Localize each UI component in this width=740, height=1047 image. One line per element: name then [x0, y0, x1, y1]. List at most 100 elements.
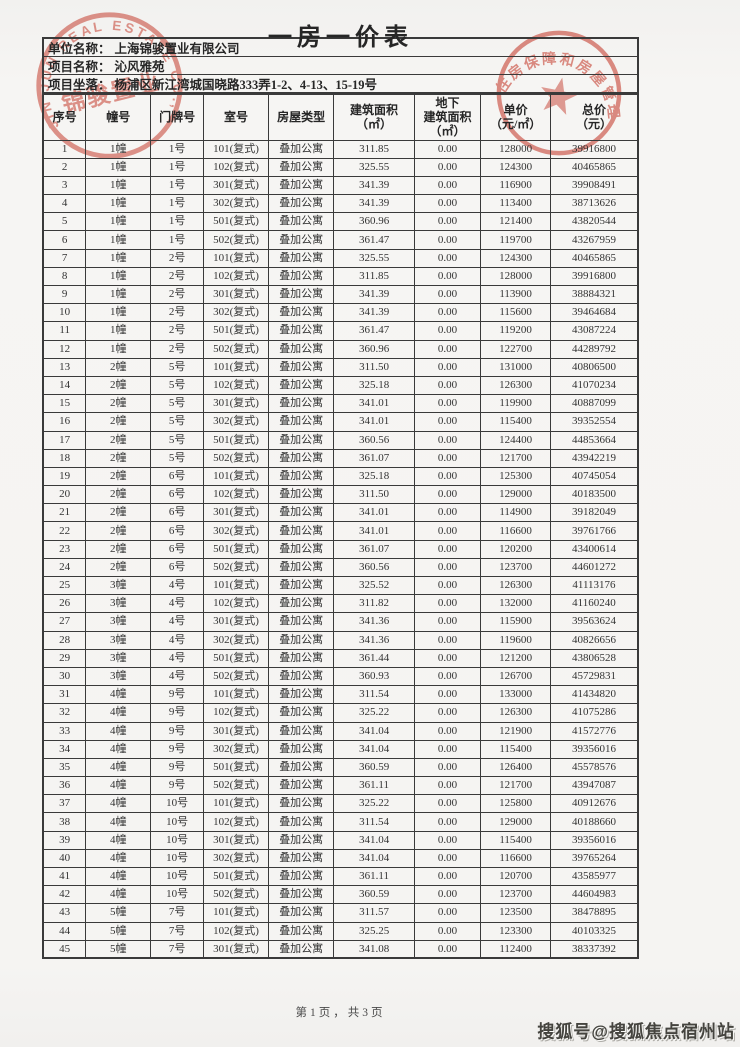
- table-cell: 1幢: [85, 266, 152, 287]
- table-cell: 2: [42, 157, 87, 177]
- table-row: 1 1幢 1号 101(复式) 叠加公寓 311.85 0.00 128000 39916800: [42, 139, 639, 159]
- table-cell: 112400: [480, 939, 551, 959]
- table-row: 7 1幢 2号 101(复式) 叠加公寓 325.55 0.00 124300 40465865: [42, 248, 639, 268]
- table-row: 4 1幢 1号 302(复式) 叠加公寓 341.39 0.00 113400 38713626: [42, 194, 639, 214]
- table-cell: 0.00: [413, 212, 482, 232]
- table-cell: 301(复式): [203, 612, 269, 632]
- table-cell: 叠加公寓: [267, 685, 335, 705]
- table-cell: 502(复式): [203, 448, 269, 468]
- table-cell: 30: [42, 666, 87, 687]
- table-row: 10 1幢 2号 302(复式) 叠加公寓 341.39 0.00 115600 3946468…: [42, 303, 639, 323]
- table-cell: 132000: [480, 594, 551, 614]
- table-cell: 361.11: [333, 866, 415, 887]
- table-row: 5 1幢 1号 501(复式) 叠加公寓 360.96 0.00 121400 43820544: [42, 212, 639, 232]
- table-cell: 0.00: [413, 375, 482, 396]
- table-cell: 302(复式): [203, 630, 269, 650]
- table-cell: 叠加公寓: [267, 412, 335, 432]
- table-cell: 10号: [150, 848, 205, 869]
- table-row: 34 4幢 9号 302(复式) 叠加公寓 341.04 0.00 115400 3935601…: [42, 739, 639, 759]
- table-cell: 341.39: [333, 194, 415, 214]
- column-header-cell: 门牌号: [150, 93, 205, 141]
- table-cell: 33: [42, 721, 87, 741]
- table-cell: 叠加公寓: [267, 594, 335, 614]
- table-cell: 302(复式): [203, 303, 269, 323]
- table-cell: 叠加公寓: [267, 794, 335, 814]
- table-cell: 叠加公寓: [267, 830, 335, 850]
- table-cell: 4幢: [85, 739, 152, 759]
- table-cell: 115900: [480, 612, 551, 632]
- table-cell: 5幢: [85, 903, 152, 923]
- table-row: 33 4幢 9号 301(复式) 叠加公寓 341.04 0.00 121900 4157277…: [42, 721, 639, 741]
- table-cell: 39182049: [549, 503, 639, 523]
- table-cell: 10号: [150, 866, 205, 887]
- table-cell: 0.00: [413, 794, 482, 814]
- table-cell: 301(复式): [203, 284, 269, 305]
- table-cell: 0.00: [413, 685, 482, 705]
- table-cell: 0.00: [413, 448, 482, 468]
- table-cell: 121700: [480, 776, 551, 796]
- table-cell: 4号: [150, 612, 205, 632]
- table-row: 26 3幢 4号 102(复式) 叠加公寓 311.82 0.00 132000 4116024…: [42, 594, 639, 614]
- table-cell: 113400: [480, 194, 551, 214]
- table-cell: 302(复式): [203, 412, 269, 432]
- table-cell: 5号: [150, 448, 205, 468]
- table-cell: 502(复式): [203, 776, 269, 796]
- table-cell: 7号: [150, 903, 205, 923]
- table-cell: 1号: [150, 212, 205, 232]
- table-cell: 301(复式): [203, 939, 269, 959]
- table-cell: 119700: [480, 230, 551, 250]
- table-cell: 123300: [480, 921, 551, 941]
- table-cell: 0.00: [413, 903, 482, 923]
- table-row: 11 1幢 2号 501(复式) 叠加公寓 361.47 0.00 119200 4308722…: [42, 321, 639, 341]
- price-table: 序号 幢号 门牌号 室号 房屋类型 建筑面积（㎡） 地下 建筑面积 （㎡） 单价 （元/㎡） 总价 （元…: [42, 93, 639, 960]
- table-cell: 2号: [150, 266, 205, 287]
- price-table-head-row: 序号 幢号 门牌号 室号 房屋类型 建筑面积（㎡） 地下 建筑面积 （㎡） 单价 （元/㎡） 总价 （元…: [42, 93, 639, 141]
- table-cell: 360.96: [333, 212, 415, 232]
- table-cell: 0.00: [413, 303, 482, 323]
- table-cell: 4幢: [85, 703, 152, 723]
- table-cell: 3幢: [85, 648, 152, 668]
- table-cell: 5幢: [85, 939, 152, 959]
- table-cell: 2幢: [85, 394, 152, 414]
- table-cell: 2号: [150, 284, 205, 305]
- table-cell: 120200: [480, 539, 551, 559]
- table-cell: 0.00: [413, 703, 482, 723]
- table-cell: 123700: [480, 885, 551, 905]
- table-cell: 121700: [480, 448, 551, 468]
- table-cell: 115400: [480, 739, 551, 759]
- table-cell: 501(复式): [203, 321, 269, 341]
- table-cell: 9: [42, 284, 87, 305]
- table-cell: 2幢: [85, 485, 152, 505]
- table-cell: 9号: [150, 685, 205, 705]
- table-cell: 119200: [480, 321, 551, 341]
- table-cell: 4号: [150, 594, 205, 614]
- table-cell: 叠加公寓: [267, 157, 335, 177]
- table-cell: 121400: [480, 212, 551, 232]
- table-cell: 45578576: [549, 757, 639, 778]
- table-row: 35 4幢 9号 501(复式) 叠加公寓 360.59 0.00 126400 4557857…: [42, 757, 639, 778]
- table-cell: 6号: [150, 503, 205, 523]
- table-cell: 叠加公寓: [267, 848, 335, 869]
- table-cell: 102(复式): [203, 266, 269, 287]
- table-cell: 叠加公寓: [267, 721, 335, 741]
- table-row: 19 2幢 6号 101(复式) 叠加公寓 325.18 0.00 125300 4074505…: [42, 466, 639, 487]
- table-cell: 101(复式): [203, 903, 269, 923]
- table-cell: 6号: [150, 539, 205, 559]
- table-cell: 叠加公寓: [267, 303, 335, 323]
- table-cell: 341.04: [333, 721, 415, 741]
- table-cell: 361.07: [333, 448, 415, 468]
- table-cell: 311.50: [333, 485, 415, 505]
- table-cell: 2号: [150, 321, 205, 341]
- project-location-label: 项目坐落：: [48, 78, 111, 92]
- table-cell: 叠加公寓: [267, 703, 335, 723]
- table-cell: 41113176: [549, 575, 639, 596]
- table-cell: 341.01: [333, 503, 415, 523]
- table-cell: 22: [42, 521, 87, 541]
- table-cell: 360.56: [333, 557, 415, 578]
- table-cell: 叠加公寓: [267, 866, 335, 887]
- table-row: 3 1幢 1号 301(复式) 叠加公寓 341.39 0.00 116900 39908491: [42, 175, 639, 196]
- table-cell: 311.50: [333, 357, 415, 377]
- table-cell: 43820544: [549, 212, 639, 232]
- table-cell: 129000: [480, 485, 551, 505]
